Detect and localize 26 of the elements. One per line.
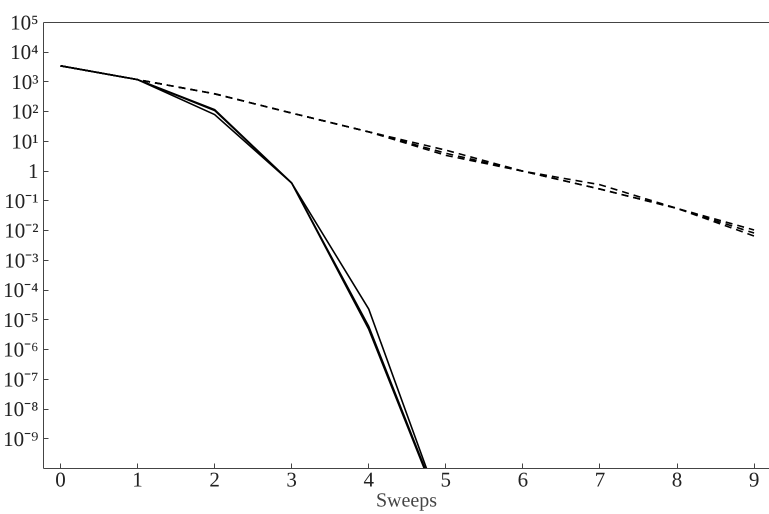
x-tick-label: 8	[672, 468, 682, 492]
x-tick-label: 2	[209, 468, 220, 492]
y-tick-label: 10⁻²	[4, 218, 38, 243]
y-tick-label: 10⁻⁹	[3, 426, 39, 451]
y-tick-label: 10⁻⁷	[3, 367, 39, 392]
y-tick-label: 10⁻⁶	[3, 338, 39, 362]
y-tick-label: 10⁻⁸	[3, 397, 39, 422]
x-tick-label: 5	[440, 468, 452, 492]
x-tick-label: 0	[55, 468, 66, 492]
x-tick-label: 6	[518, 468, 528, 492]
x-tick-label: 3	[286, 468, 297, 492]
x-axis-title: Sweeps	[376, 490, 438, 512]
x-tick-label: 9	[748, 468, 760, 492]
y-tick-label: 10⁴	[10, 40, 39, 64]
y-tick-label: 10⁻¹	[4, 188, 38, 213]
y-tick-label: 10²	[11, 100, 38, 124]
y-tick-label: 10³	[11, 70, 38, 94]
x-tick-label: 1	[132, 468, 143, 492]
y-tick-label: 10⁻⁵	[3, 308, 39, 332]
x-tick-label: 7	[594, 468, 606, 492]
y-tick-label: 10¹	[11, 129, 38, 154]
y-tick-label: 10⁵	[10, 10, 39, 34]
y-tick-label: 1	[28, 159, 38, 184]
x-tick-label: 4	[363, 468, 374, 492]
y-tick-label: 10⁻³	[4, 248, 38, 272]
y-tick-label: 10⁻⁴	[3, 278, 39, 302]
